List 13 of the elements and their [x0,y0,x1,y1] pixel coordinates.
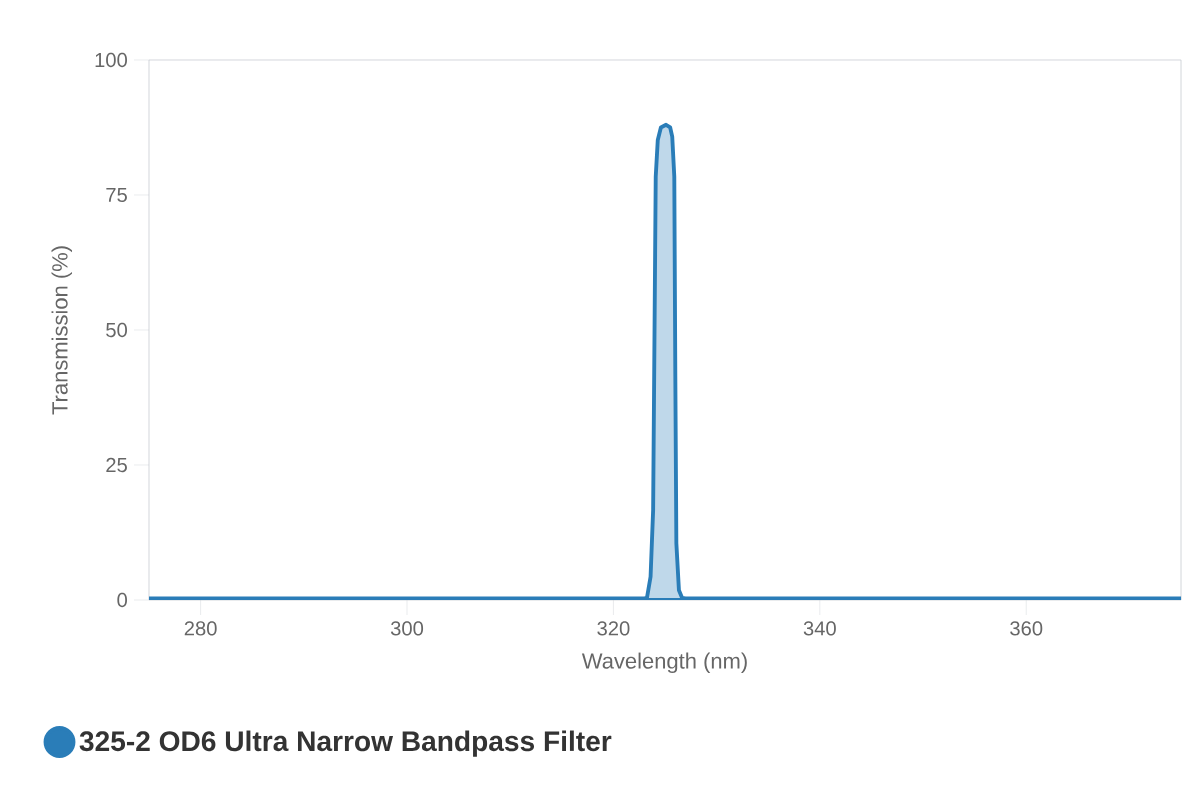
x-tick-label: 360 [1010,621,1043,636]
x-tick-label: 280 [184,621,217,636]
x-axis-title: Wavelength (nm) [581,652,747,674]
x-tick-label: 340 [803,621,836,636]
y-tick-label: 50 [106,322,127,338]
y-axis-title: Transmission (%) [51,246,73,415]
x-tick-label: 300 [390,621,424,636]
y-tick-label: 25 [106,457,127,473]
y-tick-label: 0 [117,592,127,608]
legend-label: 325-2 OD6 Ultra Narrow Bandpass Filter [79,730,612,757]
x-tick-label: 320 [597,621,630,636]
y-tick-label: 75 [106,187,127,203]
y-tick-label: 100 [95,52,127,68]
